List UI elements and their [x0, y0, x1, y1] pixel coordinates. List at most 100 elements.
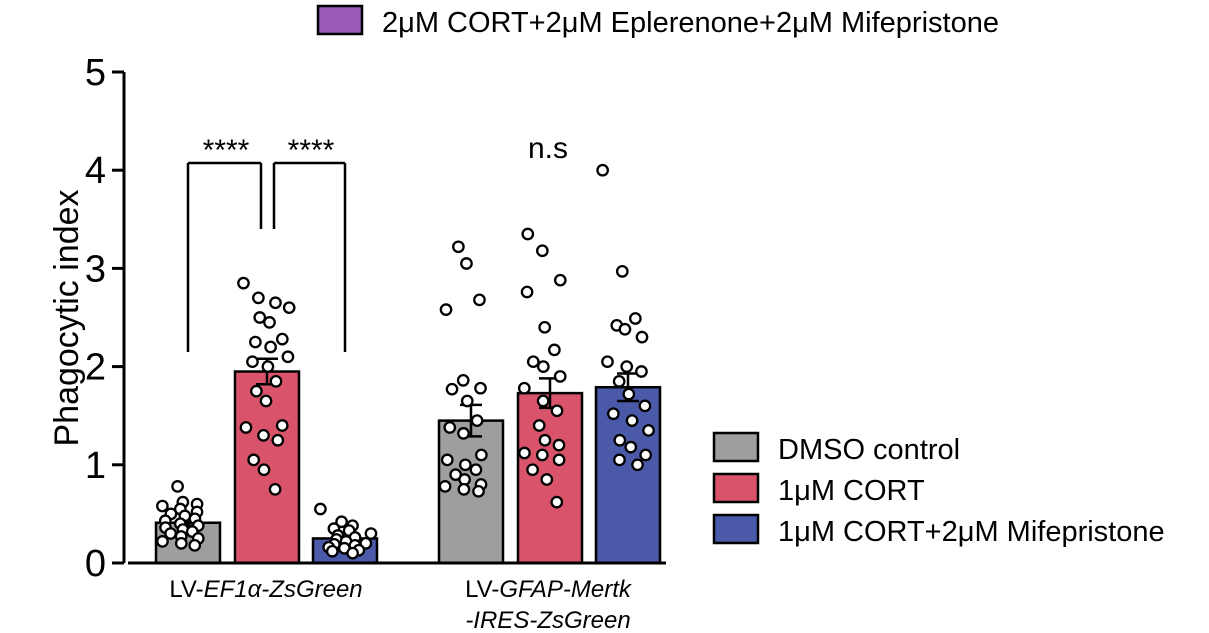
bar-3 — [437, 419, 505, 565]
data-point-1-1 — [252, 291, 265, 305]
data-point-3-9 — [443, 421, 457, 434]
data-point-4-5 — [548, 343, 561, 357]
data-point-4-1 — [536, 244, 549, 258]
data-point-4-13 — [538, 433, 552, 447]
data-point-2-17 — [346, 546, 359, 560]
legend-swatch-2 — [712, 472, 760, 504]
data-point-4-11 — [550, 404, 564, 418]
y-tick-label-3: 3 — [85, 248, 106, 290]
data-point-3-2 — [473, 293, 486, 307]
legend-label-3: 1μM CORT+2μM Mifepristone — [778, 516, 1165, 548]
data-point-3-18 — [438, 480, 452, 493]
data-point-5-9 — [612, 374, 626, 388]
data-point-5-4 — [618, 322, 632, 336]
data-point-4-19 — [540, 473, 554, 486]
points-layer — [156, 163, 655, 560]
data-point-3-0 — [452, 240, 465, 254]
data-point-4-12 — [532, 419, 546, 432]
data-point-4-3 — [520, 285, 534, 299]
data-point-5-14 — [642, 424, 655, 437]
data-point-4-14 — [552, 438, 566, 452]
data-point-5-17 — [639, 448, 653, 462]
data-point-5-1 — [615, 264, 629, 278]
y-axis-title: Phagocytic index — [48, 189, 86, 446]
significance-label-2: n.s — [528, 132, 568, 165]
data-point-1-15 — [275, 419, 289, 432]
data-point-4-4 — [538, 320, 552, 334]
data-point-3-10 — [457, 427, 470, 440]
data-point-1-4 — [253, 311, 267, 324]
data-point-1-9 — [281, 350, 295, 364]
group-label-0: LV-EF1α-ZsGreen — [169, 576, 362, 603]
data-point-4-2 — [553, 273, 567, 287]
data-point-1-20 — [257, 463, 271, 477]
data-point-3-8 — [470, 414, 484, 427]
data-point-3-19 — [457, 482, 471, 496]
data-point-5-2 — [629, 312, 642, 325]
data-point-3-6 — [445, 382, 459, 396]
data-point-1-10 — [246, 355, 259, 369]
group-label-1: LV-GFAP-Mertk — [465, 576, 633, 603]
data-point-0-18 — [156, 535, 169, 548]
legend-swatch-1 — [712, 431, 760, 463]
data-point-4-16 — [535, 448, 549, 462]
data-point-1-18 — [271, 433, 285, 447]
legend-label-0: 2μM CORT+2μM Eplerenone+2μM Mifepristone — [382, 7, 999, 39]
data-point-4-20 — [550, 495, 564, 509]
data-point-4-15 — [518, 446, 531, 460]
legend-swatch-3 — [712, 513, 760, 545]
data-point-4-18 — [526, 463, 539, 477]
y-tick-label-1: 1 — [85, 445, 106, 487]
data-point-5-16 — [624, 440, 638, 454]
data-point-5-18 — [613, 453, 626, 467]
data-point-2-5 — [364, 527, 378, 540]
data-point-1-16 — [239, 421, 253, 434]
data-point-5-12 — [607, 407, 620, 421]
legend-label-2: 1μM CORT — [778, 475, 925, 507]
bars-layer — [154, 357, 662, 565]
data-point-4-17 — [552, 453, 566, 467]
data-point-3-5 — [474, 381, 487, 395]
data-point-4-10 — [536, 394, 550, 408]
significance-label-1: **** — [288, 134, 335, 167]
data-point-5-10 — [622, 387, 636, 401]
data-point-4-0 — [521, 227, 535, 241]
data-point-3-3 — [439, 303, 453, 316]
data-point-1-11 — [261, 360, 275, 373]
data-point-3-14 — [469, 463, 483, 477]
data-point-1-0 — [237, 276, 250, 290]
group-label-prefix-0: LV- — [169, 576, 203, 603]
data-point-1-8 — [264, 340, 277, 354]
data-point-3-7 — [460, 394, 474, 408]
legend-swatch-0 — [316, 4, 364, 36]
group-label-italic-0: EF1α-ZsGreen — [204, 576, 363, 603]
data-point-2-1 — [335, 515, 348, 529]
data-point-5-6 — [601, 355, 614, 369]
y-tick-label-5: 5 — [85, 52, 106, 94]
group-label-line2-1: -IRES-ZsGreen — [465, 607, 630, 633]
data-point-3-13 — [458, 458, 472, 472]
data-point-5-15 — [613, 433, 627, 447]
data-point-1-13 — [250, 384, 263, 398]
data-point-1-12 — [269, 374, 283, 388]
data-point-3-20 — [472, 484, 485, 498]
data-point-1-21 — [268, 482, 282, 496]
data-point-3-11 — [475, 448, 488, 462]
data-point-3-1 — [460, 257, 473, 270]
data-point-1-7 — [249, 335, 262, 349]
data-point-0-3 — [156, 499, 169, 513]
data-point-1-14 — [259, 394, 273, 408]
data-point-5-11 — [638, 399, 652, 413]
group-label-prefix-1: LV- — [465, 576, 499, 603]
data-point-4-7 — [536, 360, 550, 373]
data-point-0-20 — [188, 538, 202, 552]
data-point-5-13 — [625, 414, 639, 427]
significance-label-0: **** — [203, 134, 250, 167]
data-point-2-16 — [325, 544, 339, 558]
data-point-1-19 — [247, 453, 261, 467]
data-point-5-19 — [631, 458, 644, 472]
data-point-1-5 — [263, 316, 276, 329]
data-point-1-3 — [282, 301, 296, 315]
